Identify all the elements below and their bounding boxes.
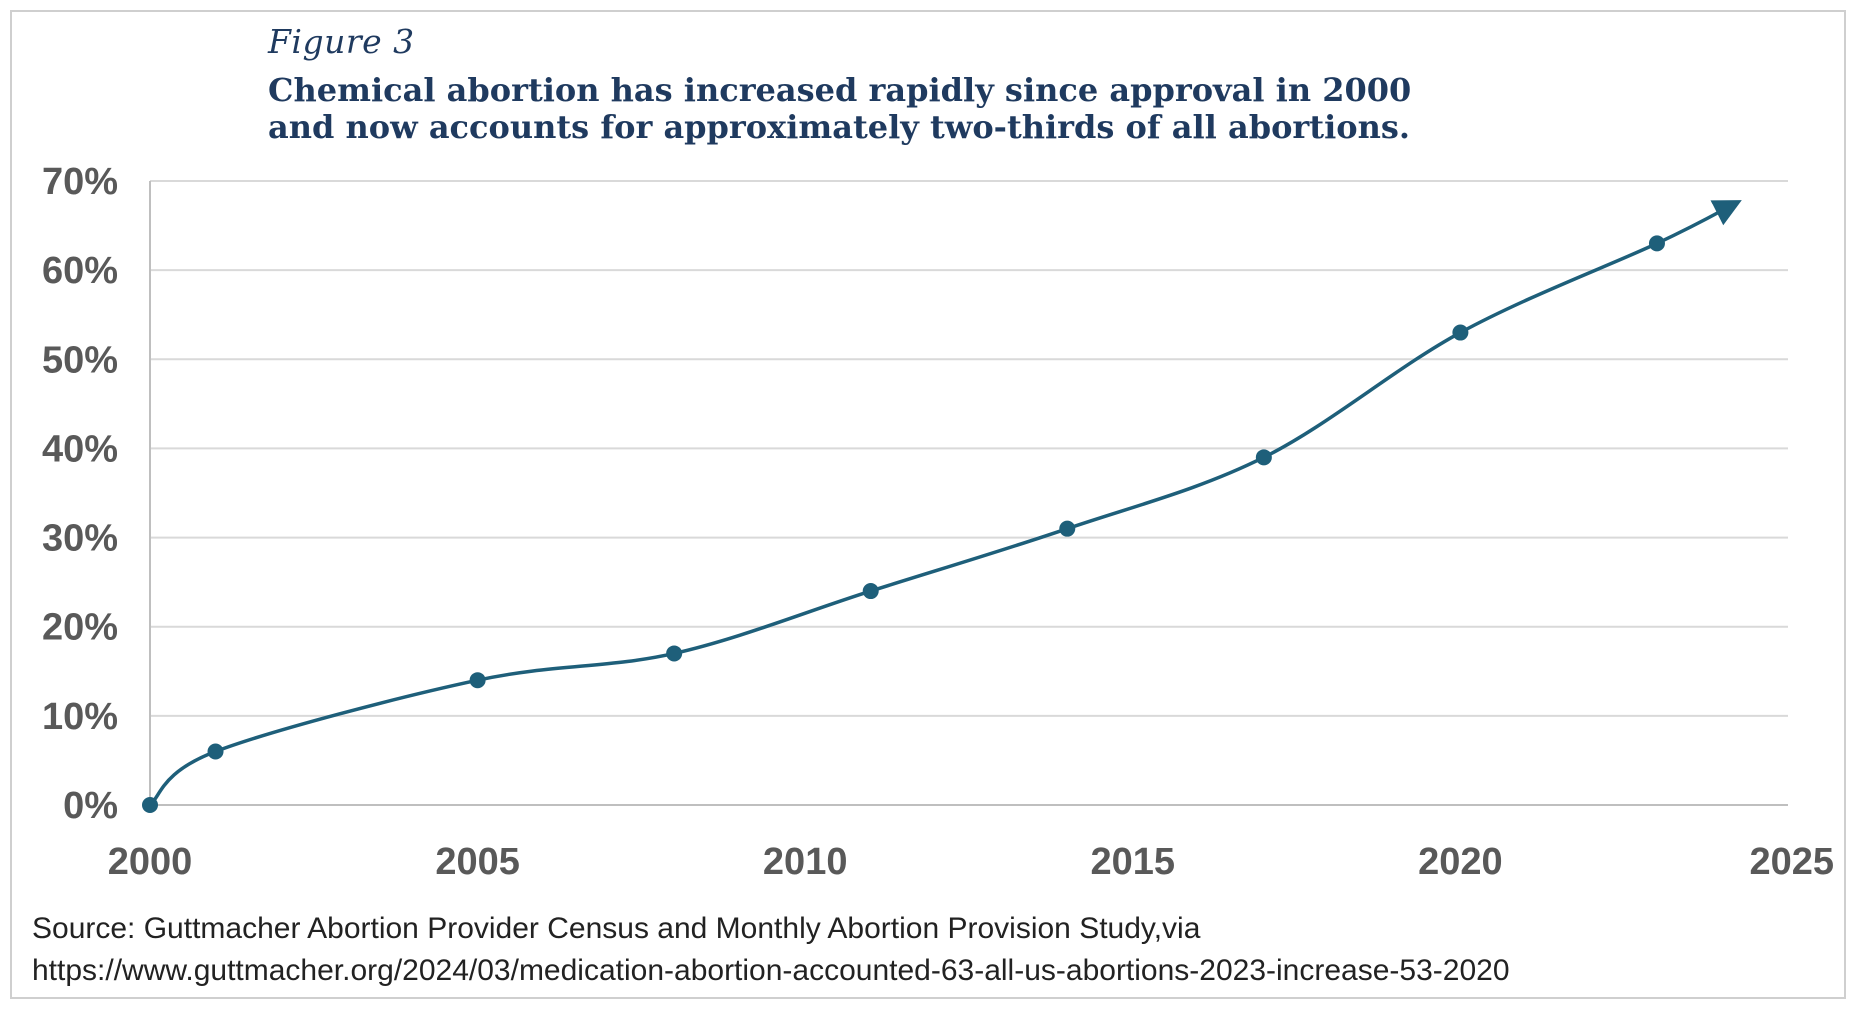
y-tick-label: 30% bbox=[42, 518, 118, 560]
series-line bbox=[148, 200, 1742, 807]
x-tick-label: 2005 bbox=[435, 841, 520, 883]
figure-frame bbox=[10, 10, 1846, 999]
data-point bbox=[469, 672, 486, 689]
source-line-2: https://www.guttmacher.org/2024/03/medic… bbox=[32, 954, 1510, 987]
data-point bbox=[862, 583, 879, 600]
source-line-1: Source: Guttmacher Abortion Provider Cen… bbox=[32, 912, 1201, 945]
x-tick-label: 2015 bbox=[1091, 841, 1176, 883]
figure-label: Figure 3 bbox=[268, 22, 415, 61]
y-tick-label: 60% bbox=[42, 250, 118, 292]
data-point bbox=[1059, 520, 1076, 537]
y-tick-label: 50% bbox=[42, 339, 118, 381]
x-tick-label: 2025 bbox=[1749, 841, 1834, 883]
x-tick-label: 2010 bbox=[763, 841, 848, 883]
data-point bbox=[1648, 235, 1665, 252]
chart-title-line-1: Chemical abortion has increased rapidly … bbox=[268, 71, 1412, 109]
y-tick-label: 70% bbox=[42, 161, 118, 203]
data-point bbox=[1452, 324, 1469, 341]
chart-title: Chemical abortion has increased rapidly … bbox=[268, 72, 1768, 146]
y-tick-label: 40% bbox=[42, 428, 118, 470]
chart-title-line-2: and now accounts for approximately two-t… bbox=[268, 108, 1410, 146]
data-point bbox=[666, 645, 683, 662]
x-tick-label: 2020 bbox=[1418, 841, 1503, 883]
x-tick-label: 2000 bbox=[108, 841, 193, 883]
y-tick-label: 0% bbox=[63, 785, 118, 827]
y-tick-label: 20% bbox=[42, 607, 118, 649]
data-point bbox=[142, 797, 158, 813]
data-point bbox=[1255, 449, 1272, 466]
data-point bbox=[207, 743, 224, 760]
source-note: Source: Guttmacher Abortion Provider Cen… bbox=[32, 908, 1510, 992]
y-tick-label: 10% bbox=[42, 696, 118, 738]
